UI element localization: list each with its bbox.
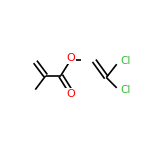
Text: Cl: Cl	[120, 85, 130, 95]
Text: O: O	[66, 53, 75, 63]
Text: O: O	[66, 89, 75, 99]
Text: Cl: Cl	[120, 56, 130, 66]
